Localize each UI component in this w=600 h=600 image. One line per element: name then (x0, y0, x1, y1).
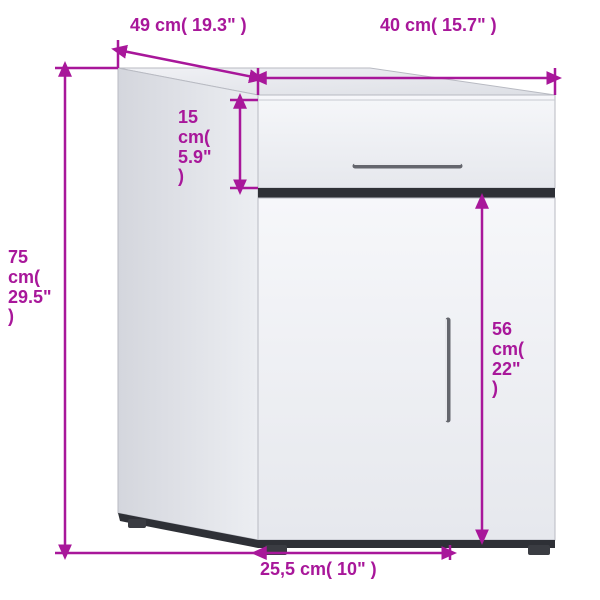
dim-door-height: 56 cm( 22" ) (492, 320, 524, 399)
cabinet-illustration (0, 0, 600, 600)
cabinet-foot (528, 545, 550, 555)
cabinet-drawer (258, 95, 555, 188)
dim-width: 40 cm( 15.7" ) (380, 16, 497, 36)
dimension-diagram: 49 cm( 19.3" ) 40 cm( 15.7" ) 75 cm( 29.… (0, 0, 600, 600)
dim-handle-depth: 25,5 cm( 10" ) (260, 560, 377, 580)
cabinet-gap (258, 188, 555, 198)
cabinet-foot (128, 519, 146, 528)
dim-drawer-height: 15 cm( 5.9" ) (178, 108, 212, 187)
dim-height: 75 cm( 29.5" ) (8, 248, 52, 327)
dim-depth: 49 cm( 19.3" ) (130, 16, 247, 36)
